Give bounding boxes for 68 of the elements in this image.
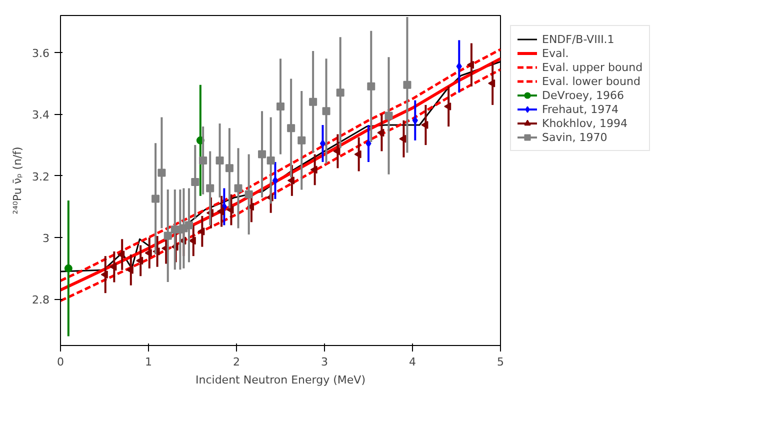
legend-label: DeVroey, 1966: [542, 88, 624, 102]
point: [126, 266, 134, 274]
point: [152, 194, 160, 203]
legend-label: Savin, 1970: [542, 130, 608, 144]
point: [336, 88, 344, 97]
point: [276, 102, 284, 110]
point: [421, 120, 428, 129]
y-tick-label: 2.8: [32, 294, 50, 307]
point: [412, 116, 418, 124]
point: [191, 178, 200, 186]
legend-label: Eval.: [542, 46, 569, 60]
point: [110, 262, 117, 271]
point: [64, 264, 72, 272]
point: [367, 82, 376, 90]
y-tick-label: 3: [42, 232, 50, 246]
point: [384, 112, 393, 120]
point: [244, 190, 253, 198]
point: [309, 98, 318, 106]
x-tick-label: 5: [497, 356, 504, 368]
legend-label: Khokhlov, 1994: [542, 116, 628, 130]
x-axis-title: Incident Neutron Energy (MeV): [196, 374, 366, 386]
point: [226, 206, 234, 214]
point: [287, 124, 296, 132]
point: [444, 102, 452, 110]
point: [144, 248, 152, 257]
point: [118, 250, 125, 259]
point: [225, 164, 234, 172]
point: [399, 134, 406, 143]
point: [456, 62, 462, 70]
point: [217, 207, 224, 216]
point: [136, 256, 144, 265]
legend-label: Eval. upper bound: [542, 60, 643, 74]
point: [377, 128, 384, 137]
point: [198, 227, 205, 236]
point: [272, 176, 278, 184]
x-tick-label: 2: [233, 356, 240, 368]
point: [403, 80, 412, 89]
y-tick-label: 3.6: [32, 47, 50, 60]
legend-label: Frehaut, 1974: [542, 102, 619, 116]
x-tick-label: 4: [409, 356, 416, 368]
point: [206, 184, 214, 192]
point: [216, 156, 224, 164]
point: [333, 147, 340, 156]
point: [320, 139, 326, 148]
point: [287, 176, 294, 184]
point: [354, 150, 362, 158]
x-tick-label: 3: [321, 356, 328, 368]
point: [184, 221, 193, 230]
y-axis-title: ²⁴⁰Pu ν̄ₚ (n/f): [11, 146, 24, 214]
point: [234, 184, 242, 192]
point: [158, 168, 166, 177]
point: [266, 156, 275, 164]
legend-label: ENDF/B-VIII.1: [542, 32, 614, 46]
x-tick-label: 1: [145, 356, 152, 368]
y-tick-label: 3.4: [32, 108, 50, 122]
legend-label: Eval. lower bound: [542, 74, 640, 88]
point: [199, 156, 208, 164]
point: [258, 150, 266, 158]
point: [188, 236, 196, 245]
point: [164, 232, 172, 240]
point: [310, 166, 318, 174]
point: [322, 107, 330, 116]
point: [466, 60, 474, 69]
point: [100, 270, 108, 279]
point: [298, 136, 306, 144]
point: [488, 79, 496, 88]
y-tick-label: 3.2: [32, 170, 50, 184]
x-tick-label: 0: [57, 356, 64, 368]
